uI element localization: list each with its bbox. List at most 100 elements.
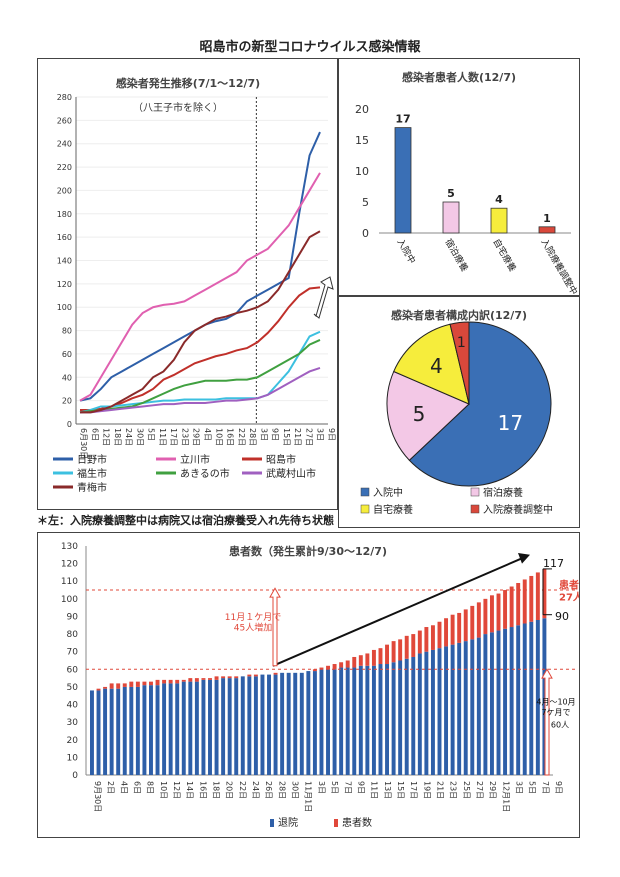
bar-discharged — [149, 685, 153, 775]
x-tick-label: 6日 — [133, 781, 142, 794]
bar-patients — [181, 679, 186, 682]
x-tick-label: 11日 — [370, 781, 379, 799]
pie-value-label: 17 — [498, 411, 523, 435]
y-tick-label: 20 — [355, 103, 369, 116]
series-line-5 — [80, 366, 321, 414]
y-tick-label: 100 — [57, 303, 72, 312]
bar-discharged — [96, 690, 101, 775]
series-line-2 — [80, 286, 321, 411]
bar-patients — [522, 579, 527, 624]
y-tick-label: 0 — [67, 420, 72, 429]
bar-discharged — [352, 667, 357, 775]
bar-patients — [371, 649, 376, 666]
bar-discharged — [483, 634, 488, 775]
cumulative-chart-panel: 患者数（発生累計9/30～12/7) 0 10 20 30 40 50 60 70 80 90 100… — [37, 532, 584, 838]
legend-label: 福生市 — [77, 467, 107, 480]
x-tick-label: 29日 — [192, 428, 201, 446]
bar-discharged — [463, 641, 468, 775]
footnote: ＊左：入院療養調整中は病院又は宿泊療養受入れ先待ち状態 — [37, 514, 334, 527]
x-tick-label: 2日 — [106, 781, 115, 794]
x-tick-label: 28日 — [277, 781, 286, 799]
x-tick-label: 7日 — [541, 781, 550, 794]
bar-discharged — [188, 681, 193, 775]
bar-patients — [476, 602, 481, 638]
bar-discharged — [122, 686, 127, 775]
bar-discharged — [267, 674, 271, 775]
bar-patients — [116, 683, 121, 689]
bar-patients — [332, 664, 337, 670]
bar-patients — [214, 676, 219, 680]
bar-patients — [175, 679, 180, 684]
bar-discharged — [103, 688, 108, 775]
bar-patients — [391, 641, 396, 663]
y-tick-label: 60 — [67, 665, 79, 675]
bar-patients — [319, 667, 324, 670]
bar-patients — [463, 609, 468, 642]
bar-discharged — [280, 672, 285, 775]
pie-value-label: 5 — [413, 402, 426, 426]
bar-discharged — [306, 671, 311, 775]
bar-discharged — [129, 686, 134, 775]
bar-patients — [496, 593, 501, 631]
bar-discharged — [516, 625, 521, 775]
x-tick-label: 23日 — [449, 781, 458, 799]
bar-discharged — [404, 658, 409, 775]
bar-patients — [227, 676, 232, 679]
y-tick-label: 100 — [61, 595, 78, 605]
bar — [442, 201, 460, 234]
x-tick-label: 30日 — [135, 428, 144, 446]
annotation-value: 90 — [555, 610, 569, 623]
x-tick-label: 10日 — [214, 428, 223, 446]
category-label: 入院中 — [394, 237, 418, 266]
bar-patients — [470, 605, 475, 640]
bar-discharged — [489, 632, 494, 775]
y-tick-label: 20 — [67, 736, 79, 746]
bar-discharged — [312, 671, 317, 775]
bar-discharged — [450, 644, 455, 775]
bar-discharged — [503, 628, 508, 775]
pie-chart-title: 感染者患者構成内訳(12/7) — [391, 308, 527, 322]
x-tick-label: 18日 — [212, 781, 221, 799]
x-tick-label: 24日 — [124, 428, 133, 446]
y-tick-label: 10 — [355, 165, 369, 178]
patient-bar-chart: 感染者患者人数(12/7) 0 5 10 15 20 17 入院中 5 宿泊療養 4 自宅療養 1 入院療… — [355, 70, 580, 297]
bar-discharged — [214, 679, 219, 775]
x-tick-label: 17日 — [409, 781, 418, 799]
legend-label: 昭島市 — [266, 453, 296, 466]
bar-discharged — [194, 681, 199, 775]
legend-swatch — [470, 487, 480, 497]
x-tick-label: 21日 — [435, 781, 444, 799]
bar-patients — [129, 681, 134, 687]
y-tick-label: 160 — [57, 233, 72, 242]
y-tick-label: 200 — [57, 186, 72, 195]
x-tick-label: 22日 — [237, 428, 246, 446]
bar-discharged — [358, 665, 363, 775]
x-tick-label: 14日 — [185, 781, 194, 799]
bar-discharged — [411, 656, 416, 775]
bar-patients — [424, 627, 429, 652]
bar-patients — [542, 568, 547, 619]
x-tick-label: 16日 — [198, 781, 207, 799]
bar-discharged — [273, 674, 278, 775]
legend-swatch — [360, 487, 370, 497]
bar-value-label: 5 — [447, 187, 455, 200]
pie-chart-panel: 感染者患者構成内訳(12/7) 17 5 4 1 入院中 宿泊療養 自宅療養 入院療養調整中 — [338, 296, 580, 528]
y-tick-label: 10 — [67, 753, 79, 763]
bar-discharged — [417, 653, 422, 775]
bar-discharged — [470, 639, 475, 775]
cumulative-bar-chart: 患者数（発生累計9/30～12/7) 0 10 20 30 40 50 60 70 80 90 100… — [61, 542, 584, 829]
x-tick-label: 9日 — [271, 428, 280, 441]
x-tick-label: 3日 — [316, 428, 325, 441]
x-tick-label: 27日 — [475, 781, 484, 799]
bar-discharged — [437, 648, 442, 775]
x-tick-label: 4日 — [203, 428, 212, 441]
bar-discharged — [162, 683, 167, 775]
y-tick-label: 50 — [67, 683, 79, 693]
x-tick-label: 11日 — [158, 428, 167, 446]
x-tick-label: 26日 — [264, 781, 273, 799]
bar-patients — [444, 618, 449, 647]
x-tick-label: 12日 — [102, 428, 111, 446]
annotation-text: 45人増加 — [234, 622, 272, 634]
x-tick-label: 24日 — [251, 781, 260, 799]
bar-patients — [326, 665, 330, 670]
